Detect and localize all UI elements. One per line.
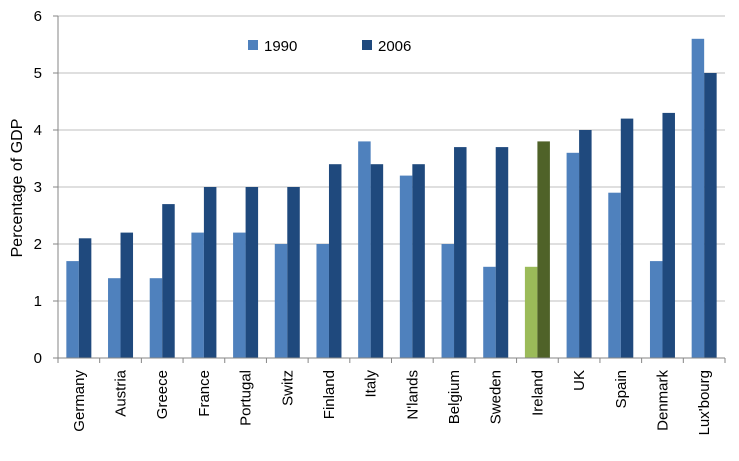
bar-1990-italy bbox=[358, 141, 371, 358]
y-tick-label: 0 bbox=[34, 350, 42, 367]
bar-1990-denmark bbox=[649, 261, 663, 358]
legend-swatch-2006 bbox=[362, 40, 372, 50]
y-axis-label: Percentage of GDP bbox=[9, 119, 26, 258]
x-tick-label: Finland bbox=[321, 370, 338, 419]
x-tick-label: Germany bbox=[71, 370, 88, 432]
bar-2006-greece bbox=[162, 204, 175, 358]
x-tick-label: Greece bbox=[154, 370, 171, 419]
bar-1990-sweden bbox=[483, 266, 496, 358]
x-tick-label: Belgium bbox=[446, 370, 463, 424]
bar-2006-ireland bbox=[537, 141, 550, 358]
y-tick-label: 5 bbox=[34, 65, 42, 82]
bar-1990-greece bbox=[149, 278, 163, 358]
bar-2006-germany bbox=[78, 238, 92, 358]
bar-1990-germany bbox=[66, 261, 79, 358]
x-tick-label: UK bbox=[571, 370, 588, 391]
bar-2006-italy bbox=[370, 164, 384, 358]
x-tick-label: N'lands bbox=[404, 370, 421, 420]
x-tick-label: Italy bbox=[363, 370, 380, 398]
bar-2006-france bbox=[203, 187, 217, 358]
bar-1990-austria bbox=[108, 278, 121, 358]
bar-1990-france bbox=[191, 232, 204, 358]
bar-2006-switz bbox=[287, 187, 300, 358]
x-tick-label: Switz bbox=[279, 370, 296, 406]
bar-1990-ireland bbox=[524, 266, 538, 358]
bar-2006-sweden bbox=[495, 147, 509, 358]
bar-1990-switz bbox=[274, 244, 288, 358]
x-tick-label: Spain bbox=[613, 370, 630, 408]
bars bbox=[66, 38, 717, 359]
bar-2006-lux-bourg bbox=[704, 73, 717, 358]
x-axis-ticks: Germany Austria Greece France Portugal Switz F… bbox=[57, 358, 726, 435]
bar-1990-finland bbox=[316, 244, 329, 358]
y-tick-label: 6 bbox=[34, 8, 42, 25]
bar-1990-lux-bourg bbox=[691, 38, 705, 359]
bar-2006-finland bbox=[328, 164, 342, 358]
x-tick-label: Sweden bbox=[488, 370, 505, 424]
x-tick-label: France bbox=[196, 370, 213, 417]
y-axis-ticks: 0 1 2 3 4 5 6 bbox=[34, 8, 58, 367]
bar-2006-uk bbox=[579, 130, 592, 358]
bar-2006-austria bbox=[120, 232, 134, 358]
bar-2006-portugal bbox=[245, 187, 259, 358]
y-tick-label: 3 bbox=[34, 179, 42, 196]
bar-1990-n-lands bbox=[399, 175, 413, 358]
bar-2006-spain bbox=[620, 118, 634, 358]
y-tick-label: 4 bbox=[34, 122, 42, 139]
bar-2006-denmark bbox=[662, 112, 675, 359]
bar-1990-belgium bbox=[441, 244, 455, 358]
bar-2006-belgium bbox=[454, 147, 467, 358]
legend-label: 1990 bbox=[264, 38, 297, 55]
bar-2006-n-lands bbox=[412, 164, 425, 358]
x-tick-label: Ireland bbox=[529, 370, 546, 416]
x-tick-label: Denmark bbox=[654, 370, 671, 431]
y-tick-label: 1 bbox=[34, 293, 42, 310]
legend: 1990 2006 bbox=[248, 38, 411, 55]
bar-1990-portugal bbox=[233, 232, 246, 358]
x-tick-label: Austria bbox=[113, 369, 130, 416]
bar-1990-spain bbox=[608, 192, 621, 358]
x-tick-label: Lux'bourg bbox=[696, 370, 713, 435]
bar-1990-uk bbox=[566, 152, 580, 358]
legend-swatch-1990 bbox=[248, 40, 258, 50]
y-tick-label: 2 bbox=[34, 236, 42, 253]
x-tick-label: Portugal bbox=[238, 370, 255, 426]
legend-label: 2006 bbox=[378, 38, 411, 55]
